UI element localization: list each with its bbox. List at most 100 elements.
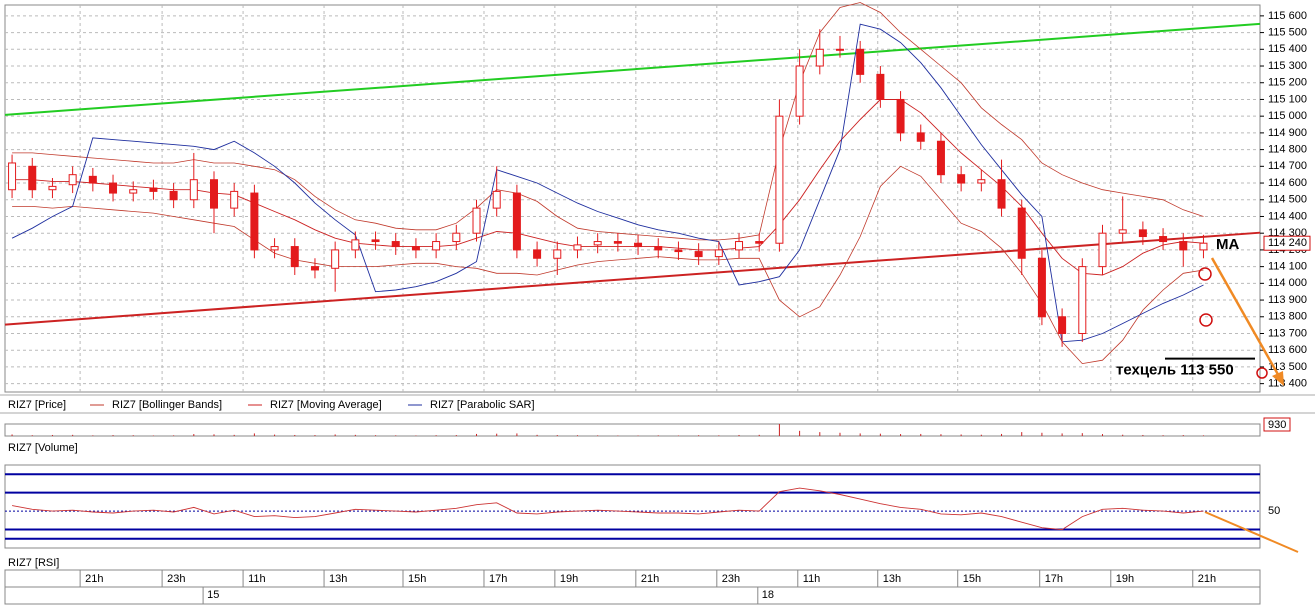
x-tick-label: 17h bbox=[1045, 573, 1063, 585]
volume-bar bbox=[1101, 434, 1103, 436]
y-tick-label: 114 500 bbox=[1268, 194, 1307, 206]
candle-body bbox=[876, 73, 885, 100]
last-price-label: 114 240 bbox=[1268, 237, 1307, 249]
candle-body bbox=[88, 175, 97, 184]
volume-bar bbox=[839, 432, 841, 436]
panel-title: RIZ7 [Volume] bbox=[8, 442, 78, 454]
candle-body bbox=[634, 242, 643, 248]
candle-body bbox=[553, 249, 562, 259]
volume-bar bbox=[476, 433, 478, 436]
volume-bar bbox=[718, 435, 720, 436]
candle-body bbox=[1037, 257, 1046, 318]
volume-bar bbox=[940, 434, 942, 436]
candle-body bbox=[290, 246, 299, 268]
volume-bar bbox=[1122, 434, 1124, 436]
volume-bar bbox=[900, 434, 902, 436]
volume-bar bbox=[576, 435, 578, 436]
candle-body bbox=[28, 165, 37, 191]
volume-bar bbox=[455, 435, 457, 436]
volume-bar bbox=[758, 434, 760, 436]
volume-bar bbox=[51, 434, 53, 436]
y-tick-label: 114 700 bbox=[1268, 160, 1307, 172]
candle-body bbox=[795, 65, 804, 117]
candle-body bbox=[835, 48, 844, 51]
volume-bar bbox=[738, 434, 740, 436]
candle-body bbox=[1118, 229, 1127, 234]
volume-bar bbox=[597, 435, 599, 436]
y-tick-label: 115 200 bbox=[1268, 77, 1307, 89]
volume-bar bbox=[112, 435, 114, 436]
candle-body bbox=[391, 241, 400, 248]
marker-circle bbox=[1198, 267, 1212, 281]
candle-body bbox=[755, 241, 764, 244]
volume-bar bbox=[1142, 434, 1144, 436]
y-tick-label: 50 bbox=[1268, 505, 1280, 517]
trend-line bbox=[4, 22, 1261, 116]
candle-body bbox=[533, 249, 542, 259]
candle-body bbox=[310, 266, 319, 271]
y-tick-label: 113 600 bbox=[1268, 344, 1307, 356]
volume-bar bbox=[415, 435, 417, 436]
volume-bar bbox=[920, 433, 922, 436]
volume-bar bbox=[395, 435, 397, 436]
plot-layer: 113 400 113 500 113 600 113 700 113 800 113 9… bbox=[4, 2, 1311, 604]
volume-bar bbox=[213, 434, 215, 436]
x-tick-label: 21h bbox=[641, 573, 659, 585]
candle-body bbox=[512, 192, 521, 251]
bollinger-band bbox=[12, 2, 1204, 241]
volume-bar bbox=[819, 432, 821, 436]
volume-bar bbox=[980, 434, 982, 436]
volume-bar bbox=[1021, 432, 1023, 436]
volume-bar bbox=[1001, 433, 1003, 436]
y-tick-label: 115 400 bbox=[1268, 43, 1307, 55]
volume-bar bbox=[1202, 435, 1204, 436]
legend-label: RIZ7 [Parabolic SAR] bbox=[430, 399, 535, 411]
volume-bar bbox=[1041, 432, 1043, 436]
candle-body bbox=[735, 241, 744, 251]
candle-body bbox=[977, 179, 986, 184]
candle-body bbox=[1058, 316, 1067, 334]
volume-bar bbox=[354, 434, 356, 436]
candle-body bbox=[613, 241, 622, 244]
y-tick-label: 930 bbox=[1268, 419, 1286, 431]
x-tick-label: 11h bbox=[248, 573, 266, 585]
legend-label: RIZ7 [Price] bbox=[8, 399, 66, 411]
rsi-line bbox=[12, 487, 1204, 531]
candle-body bbox=[250, 192, 259, 251]
candle-body bbox=[674, 249, 683, 253]
volume-bar bbox=[193, 434, 195, 436]
volume-bar bbox=[496, 433, 498, 436]
y-tick-label: 114 400 bbox=[1268, 210, 1307, 222]
y-tick-label: 114 600 bbox=[1268, 177, 1307, 189]
candle-body bbox=[1098, 232, 1107, 268]
volume-bar bbox=[677, 435, 679, 436]
y-tick-label: 115 600 bbox=[1268, 10, 1307, 22]
x-tick-label: 21h bbox=[1198, 573, 1216, 585]
volume-bar bbox=[617, 435, 619, 436]
y-tick-label: 113 700 bbox=[1268, 327, 1307, 339]
volume-bar bbox=[1162, 435, 1164, 436]
volume-bar bbox=[72, 434, 74, 436]
candle-body bbox=[472, 207, 481, 234]
candle-body bbox=[109, 182, 118, 194]
bollinger-band bbox=[12, 165, 1204, 365]
panel-title: RIZ7 [RSI] bbox=[8, 557, 59, 569]
candle-body bbox=[1199, 242, 1208, 251]
volume-bar bbox=[375, 435, 377, 436]
x-tick-label: 23h bbox=[167, 573, 185, 585]
volume-bar bbox=[253, 433, 255, 436]
volume-bar bbox=[778, 424, 780, 436]
candle-body bbox=[775, 115, 784, 244]
y-tick-label: 113 800 bbox=[1268, 311, 1307, 323]
candle-body bbox=[1078, 266, 1087, 334]
y-tick-label: 113 900 bbox=[1268, 294, 1307, 306]
volume-bar bbox=[334, 434, 336, 436]
volume-bar bbox=[657, 435, 659, 436]
candle-body bbox=[936, 140, 945, 176]
volume-bar bbox=[152, 435, 154, 436]
tick-box bbox=[1263, 417, 1291, 432]
candle-body bbox=[1159, 236, 1168, 243]
x-tick-label: 13h bbox=[329, 573, 347, 585]
candle-body bbox=[189, 179, 198, 201]
